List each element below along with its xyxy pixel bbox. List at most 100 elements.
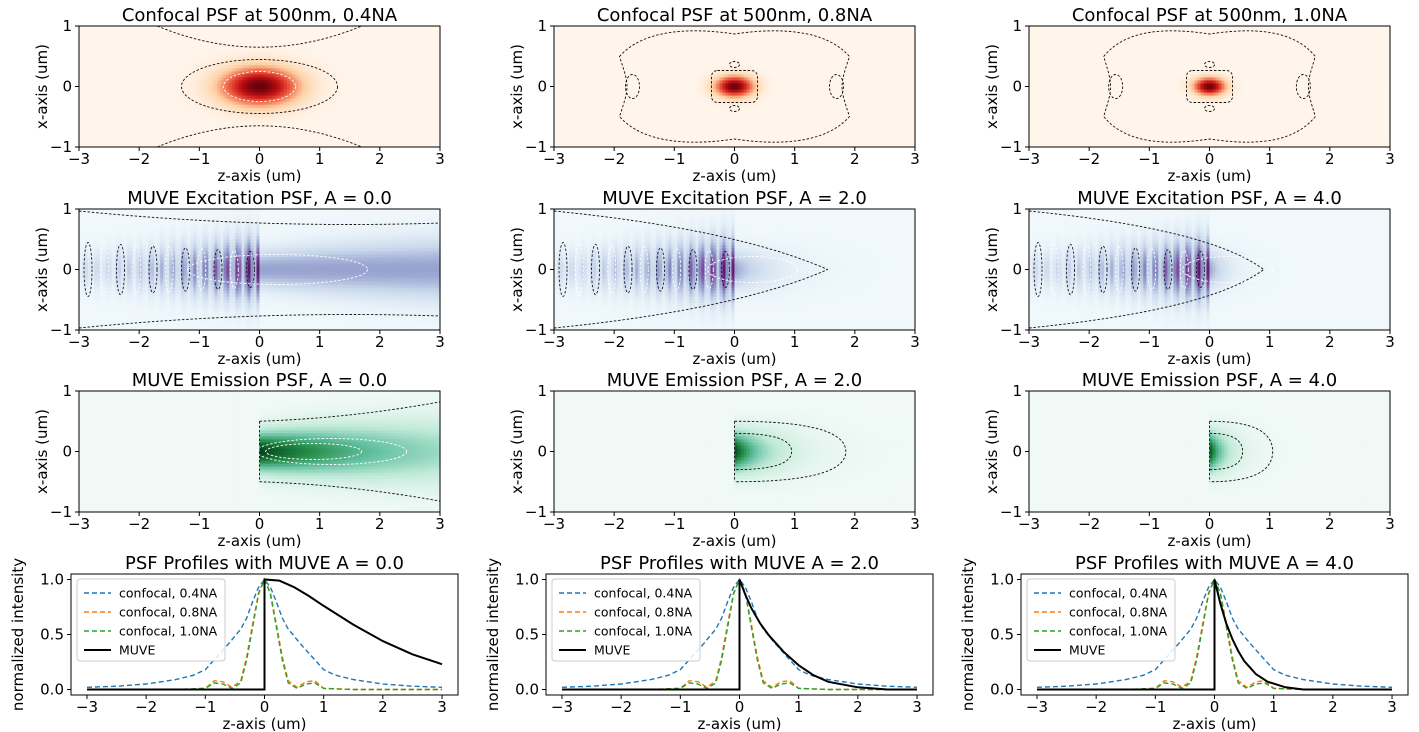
- legend-label: confocal, 0.8NA: [1069, 605, 1168, 620]
- y-axis-label: x-axis (um): [508, 227, 526, 312]
- panel-r2c0: −3 −2 −1 0 1 2 3−101 MUVE Emission PSF, A = 0.0…: [33, 370, 445, 550]
- x-tick-label: 2: [850, 515, 860, 533]
- panel-title: PSF Profiles with MUVE A = 2.0: [600, 553, 879, 574]
- panel-r2c2: −3 −2 −1 0 1 2 3−101 MUVE Emission PSF, A = 4.0…: [983, 370, 1395, 550]
- y-tick-label: 0: [1012, 443, 1022, 461]
- heatmap-image: [554, 26, 916, 148]
- heatmap-image: [79, 209, 441, 331]
- y-tick-label: −1: [50, 321, 72, 339]
- y-axis-label: x-axis (um): [33, 44, 51, 129]
- x-tick-label: 0: [735, 698, 745, 716]
- x-axis-label: z-axis (um): [218, 532, 302, 550]
- x-tick-label: 0: [730, 333, 740, 351]
- legend-label: confocal, 0.4NA: [594, 586, 693, 601]
- x-tick-label: −1: [188, 333, 210, 351]
- x-tick-label: −2: [1078, 333, 1100, 351]
- y-tick-label: 0: [1012, 78, 1022, 96]
- x-tick-label: −1: [194, 698, 216, 716]
- heatmap-image: [1029, 26, 1391, 148]
- x-tick-label: 2: [375, 150, 385, 168]
- x-axis-label: z-axis (um): [1168, 532, 1252, 550]
- y-tick-label: 0.0: [515, 681, 539, 699]
- x-tick-label: −1: [188, 515, 210, 533]
- x-tick-label: 1: [1265, 333, 1275, 351]
- y-tick-label: 1: [537, 382, 547, 400]
- y-tick-label: −1: [525, 503, 547, 521]
- x-tick-label: 0: [255, 150, 265, 168]
- x-tick-label: 0: [730, 515, 740, 533]
- y-axis-label: x-axis (um): [508, 409, 526, 494]
- panel-title: PSF Profiles with MUVE A = 0.0: [125, 553, 404, 574]
- y-axis-label: x-axis (um): [983, 44, 1001, 129]
- x-tick-label: 0: [1205, 150, 1215, 168]
- panel-r0c0: −3 −2 −1 0 1 2 3−101 Confocal PSF at 500nm, 0.4…: [33, 5, 445, 185]
- x-tick-label: 2: [378, 698, 388, 716]
- x-axis-label: z-axis (um): [1168, 350, 1252, 368]
- heatmap-image: [1029, 209, 1391, 331]
- panel-r1c0: −3 −2 −1 0 1 2 3−101 MUVE Excitation PSF, A = 0…: [33, 188, 445, 368]
- y-tick-label: 0.5: [40, 626, 64, 644]
- y-tick-label: 1: [537, 200, 547, 218]
- x-tick-label: −1: [663, 333, 685, 351]
- x-tick-label: −2: [128, 515, 150, 533]
- x-tick-label: −2: [128, 333, 150, 351]
- heatmap-image: [554, 209, 916, 331]
- legend-label: confocal, 1.0NA: [119, 624, 218, 639]
- x-tick-label: −1: [1138, 515, 1160, 533]
- x-tick-label: −2: [610, 698, 632, 716]
- panel-title: Confocal PSF at 500nm, 0.4NA: [122, 5, 398, 26]
- x-tick-label: 0: [255, 515, 265, 533]
- y-axis-label: normalized intensity: [484, 558, 502, 711]
- y-tick-label: 0.5: [990, 626, 1014, 644]
- x-tick-label: −2: [135, 698, 157, 716]
- x-tick-label: 3: [1385, 515, 1395, 533]
- legend-label: confocal, 0.8NA: [119, 605, 218, 620]
- x-axis-label: z-axis (um): [1173, 715, 1257, 732]
- x-tick-label: 2: [1325, 150, 1335, 168]
- panel-r2c1: −3 −2 −1 0 1 2 3−101 MUVE Emission PSF, A = 2.0…: [508, 370, 920, 550]
- x-axis-label: z-axis (um): [1168, 167, 1252, 185]
- panel-title: MUVE Emission PSF, A = 2.0: [607, 370, 862, 391]
- y-tick-label: 1: [62, 17, 72, 35]
- y-tick-label: 1: [1012, 17, 1022, 35]
- x-tick-label: 0: [1210, 698, 1220, 716]
- x-tick-label: −2: [1078, 515, 1100, 533]
- y-tick-label: 1.0: [515, 571, 539, 589]
- x-tick-label: 1: [1265, 150, 1275, 168]
- x-tick-label: 2: [1328, 698, 1338, 716]
- y-tick-label: −1: [50, 503, 72, 521]
- x-tick-label: 0: [260, 698, 270, 716]
- x-axis-label: z-axis (um): [693, 532, 777, 550]
- x-tick-label: −1: [1138, 150, 1160, 168]
- x-tick-label: −2: [603, 515, 625, 533]
- panel-r1c2: −3 −2 −1 0 1 2 3−101 MUVE Excitation PSF, A = 4…: [983, 188, 1395, 368]
- x-tick-label: 3: [437, 698, 447, 716]
- y-tick-label: −1: [1000, 138, 1022, 156]
- x-tick-label: 3: [910, 515, 920, 533]
- panel-r0c1: −3 −2 −1 0 1 2 3−101 Confocal PSF at 500nm, 0.8…: [508, 5, 920, 185]
- legend-label: confocal, 1.0NA: [594, 624, 693, 639]
- x-tick-label: 0: [255, 333, 265, 351]
- y-tick-label: 1: [537, 17, 547, 35]
- y-tick-label: −1: [525, 321, 547, 339]
- x-tick-label: 1: [319, 698, 329, 716]
- x-tick-label: 2: [850, 333, 860, 351]
- x-tick-label: −1: [1138, 333, 1160, 351]
- panel-title: Confocal PSF at 500nm, 0.8NA: [597, 5, 873, 26]
- y-tick-label: 1: [1012, 382, 1022, 400]
- x-tick-label: 1: [1265, 515, 1275, 533]
- x-tick-label: −2: [603, 333, 625, 351]
- y-axis-label: x-axis (um): [508, 44, 526, 129]
- y-tick-label: 0: [537, 78, 547, 96]
- y-tick-label: 0: [537, 261, 547, 279]
- x-axis-label: z-axis (um): [218, 167, 302, 185]
- y-axis-label: normalized intensity: [959, 558, 977, 711]
- legend-label: MUVE: [594, 643, 630, 658]
- x-tick-label: −2: [1078, 150, 1100, 168]
- y-tick-label: 0: [62, 443, 72, 461]
- legend-label: confocal, 1.0NA: [1069, 624, 1168, 639]
